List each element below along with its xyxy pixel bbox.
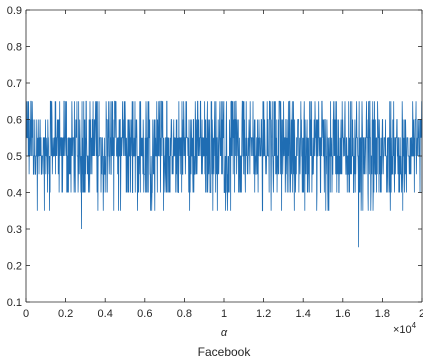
y-tick-label: 0.8 xyxy=(7,42,22,54)
y-tick-label: 0.1 xyxy=(7,297,22,309)
x-tick-label: 1 xyxy=(221,308,227,320)
x-tick-label: 0.6 xyxy=(137,308,152,320)
x-tick-label: 2 xyxy=(419,308,423,320)
x-tick-label: 1.4 xyxy=(296,308,311,320)
ticks-layer: 0 0.2 0.4 0.6 0.8 1 1.2 1.4 1.6 1.8 2 0.1 0.2 0.3 0.4 0… xyxy=(7,5,423,320)
x-axis-label: α xyxy=(221,327,228,339)
y-tick-label: 0.6 xyxy=(7,115,22,127)
series-line xyxy=(25,100,423,248)
chart-caption: Facebook xyxy=(198,345,252,359)
x-tick-label: 0.2 xyxy=(58,308,73,320)
y-tick-label: 0.3 xyxy=(7,224,22,236)
y-tick-label: 0.7 xyxy=(7,78,22,90)
y-tick-label: 0.2 xyxy=(7,261,22,273)
x-tick-label: 0 xyxy=(23,308,29,320)
x-tick-label: 1.8 xyxy=(375,308,390,320)
series-layer xyxy=(25,100,423,248)
x-tick-label: 1.2 xyxy=(256,308,271,320)
y-tick-label: 0.4 xyxy=(7,188,22,200)
x-exponent-label: ×104 xyxy=(393,321,417,336)
y-tick-label: 0.5 xyxy=(7,151,22,163)
y-tick-label: 0.9 xyxy=(7,5,22,17)
x-tick-label: 1.6 xyxy=(335,308,350,320)
x-tick-label: 0.8 xyxy=(177,308,192,320)
x-tick-label: 0.4 xyxy=(98,308,113,320)
x-exponent-base: ×10 xyxy=(393,324,412,336)
x-exponent-power: 4 xyxy=(412,321,417,330)
